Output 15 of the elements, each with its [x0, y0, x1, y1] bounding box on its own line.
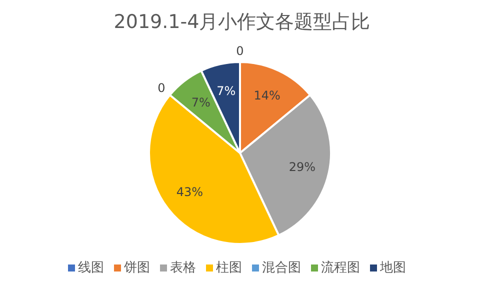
legend-label: 柱图	[216, 260, 242, 276]
legend-label: 表格	[170, 260, 196, 276]
text: 0	[158, 81, 166, 96]
text: 0	[236, 44, 244, 58]
data-label: 14%	[254, 88, 280, 102]
legend-label: 线图	[78, 260, 104, 276]
chart-title: 2019.1-4月小作文各题型占比	[114, 11, 370, 33]
legend-label: 饼图	[123, 260, 150, 276]
legend-label: 混合图	[262, 260, 301, 276]
data-label: 43%	[176, 185, 204, 200]
data-label: 7%	[216, 84, 236, 98]
legend-label: 流程图	[321, 260, 360, 276]
data-label: 29%	[288, 160, 316, 174]
legend-label: 地图	[379, 260, 406, 276]
data-label: 7%	[191, 96, 210, 110]
